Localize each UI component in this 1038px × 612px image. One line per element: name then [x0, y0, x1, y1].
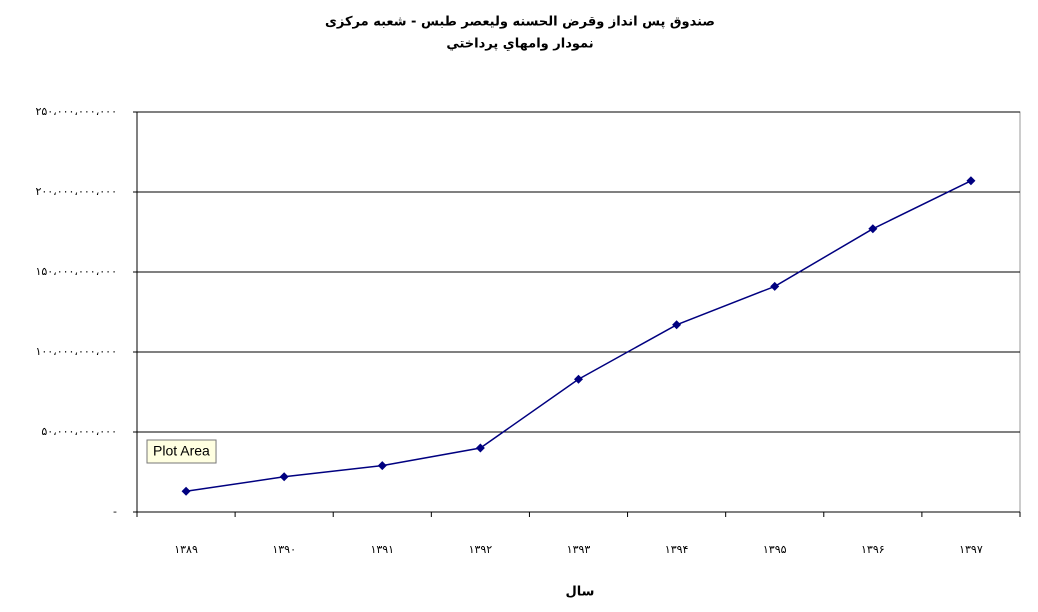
- tooltip-box: [146, 439, 217, 464]
- data-point: [279, 472, 289, 482]
- y-tick-label: ۱۰۰،۰۰۰،۰۰۰،۰۰۰: [35, 345, 117, 358]
- y-tick-label: ۵۰،۰۰۰،۰۰۰،۰۰۰: [41, 425, 117, 438]
- tooltip: Plot Area: [146, 439, 217, 464]
- tooltip-text: Plot Area: [153, 443, 210, 459]
- chart-subtitle: نمودار وامهاي پرداختي: [446, 37, 593, 52]
- y-tick-label: -: [113, 505, 117, 518]
- x-tick-label: ۱۳۹۵: [763, 543, 787, 556]
- x-tick-label: ۱۳۹۷: [959, 543, 983, 556]
- data-point: [770, 281, 780, 291]
- x-tick-label: ۱۳۹۱: [370, 543, 394, 556]
- data-point: [672, 320, 682, 330]
- data-point: [868, 224, 878, 234]
- x-tick-label: ۱۳۹۴: [665, 543, 689, 556]
- x-axis-label: سال: [566, 585, 595, 600]
- data-point: [181, 486, 191, 496]
- x-tick-label: ۱۳۹۲: [469, 543, 493, 556]
- y-tick-label: ۱۵۰،۰۰۰،۰۰۰،۰۰۰: [35, 265, 117, 278]
- x-tick-label: ۱۳۹۳: [567, 543, 591, 556]
- x-tick-label: ۱۳۹۰: [272, 543, 296, 556]
- data-point: [574, 374, 583, 384]
- y-tick-label: ۲۰۰،۰۰۰،۰۰۰،۰۰۰: [35, 185, 117, 198]
- y-tick-label: ۲۵۰،۰۰۰،۰۰۰،۰۰۰: [35, 105, 117, 118]
- chart-title: صندوق پس انداز وقرض الحسنه وليعصر طبس - …: [325, 15, 715, 30]
- data-point: [966, 176, 976, 186]
- data-point: [377, 461, 387, 471]
- x-tick-label: ۱۳۸۹: [174, 543, 198, 556]
- x-tick-label: ۱۳۹۶: [861, 543, 885, 556]
- data-point: [475, 443, 485, 453]
